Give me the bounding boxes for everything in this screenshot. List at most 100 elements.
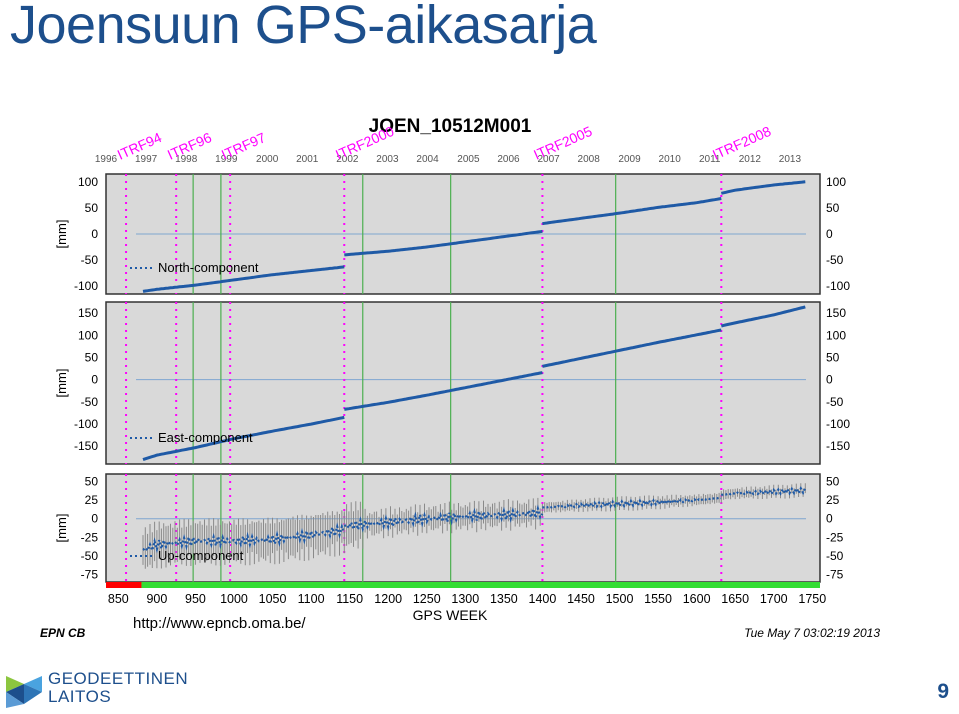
y-tick-label-left: 50: [85, 201, 99, 215]
x-tick-label: 1200: [374, 592, 402, 606]
footer-left: EPN CB: [40, 626, 86, 640]
y-tick-label-left: 100: [78, 328, 98, 342]
y-tick-label-right: -25: [826, 530, 844, 544]
series-up-component: [542, 496, 722, 509]
x-tick-label: 1650: [721, 592, 749, 606]
year-tick-label: 2007: [537, 154, 560, 165]
gps-time-series-chart: JOEN_10512M001 1996 1997 1998 1999 2000 2001 20…: [40, 116, 880, 640]
x-tick-label: 1250: [413, 592, 441, 606]
y-tick-label-right: -50: [826, 549, 844, 563]
y-tick-label-left: -50: [81, 253, 99, 267]
x-tick-label: 1700: [760, 592, 788, 606]
series-up-component: [142, 522, 346, 554]
y-tick-label-right: 0: [826, 373, 833, 387]
year-tick-label: 2009: [618, 154, 641, 165]
x-tick-label: 850: [108, 592, 129, 606]
y-tick-label-right: -100: [826, 417, 850, 431]
x-tick-label: 1300: [451, 592, 479, 606]
y-tick-label-left: -50: [81, 395, 99, 409]
y-tick-label-right: -75: [826, 568, 844, 582]
series-east-component: [142, 415, 345, 462]
y-tick-label-right: -150: [826, 439, 850, 453]
y-tick-label-left: 100: [78, 175, 98, 189]
y-tick-label-left: 150: [78, 306, 98, 320]
y-tick-label-right: 50: [826, 201, 840, 215]
y-tick-label-right: 0: [826, 512, 833, 526]
x-tick-label: 1000: [220, 592, 248, 606]
year-tick-label: 1996: [95, 154, 118, 165]
y-tick-label-left: 0: [91, 227, 98, 241]
series-east-component: [720, 305, 806, 328]
component-label: East-component: [158, 430, 253, 445]
y-tick-label-right: -50: [826, 253, 844, 267]
y-tick-label-left: 0: [91, 373, 98, 387]
slide-title: Joensuun GPS-aikasarja: [10, 0, 597, 55]
y-axis-label: [mm]: [54, 369, 69, 398]
year-tick-label: 2003: [376, 154, 399, 165]
x-tick-label: 1600: [683, 592, 711, 606]
x-tick-label: 1050: [259, 592, 287, 606]
y-tick-label-right: -100: [826, 279, 850, 293]
series-up-component: [343, 504, 544, 534]
source-url: http://www.epncb.oma.be/: [133, 615, 306, 632]
y-tick-label-right: 0: [826, 227, 833, 241]
year-tick-label: 1998: [175, 154, 198, 165]
component-label: Up-component: [158, 548, 244, 563]
series-east-component: [542, 328, 722, 368]
y-axis-label: [mm]: [54, 514, 69, 543]
year-tick-label: 2013: [779, 154, 802, 165]
y-tick-label-right: 50: [826, 474, 840, 488]
y-tick-label-left: -100: [74, 279, 98, 293]
series-east-component: [344, 371, 543, 411]
series-north-component: [720, 180, 806, 195]
year-tick-label: 1997: [135, 154, 158, 165]
y-tick-label-left: -50: [81, 549, 99, 563]
y-tick-label-left: 25: [85, 493, 99, 507]
x-tick-label: 1400: [529, 592, 557, 606]
page-number: 9: [937, 680, 949, 703]
y-tick-label-left: -75: [81, 568, 99, 582]
y-tick-label-left: -100: [74, 417, 98, 431]
x-tick-label: 1500: [606, 592, 634, 606]
y-tick-label-left: 0: [91, 512, 98, 526]
year-tick-label: 2006: [497, 154, 520, 165]
series-north-component: [344, 229, 543, 257]
y-tick-label-left: -150: [74, 439, 98, 453]
panel-background: [105, 301, 821, 465]
year-tick-label: 2004: [416, 154, 439, 165]
component-label: North-component: [158, 260, 259, 275]
year-tick-label: 2002: [336, 154, 359, 165]
x-tick-label: 1100: [298, 592, 325, 606]
x-tick-label: 950: [185, 592, 206, 606]
organization-name: GEODEETTINEN LAITOS: [48, 670, 188, 706]
y-axis-label: [mm]: [54, 220, 69, 249]
y-tick-label-left: 50: [85, 350, 99, 364]
year-tick-label: 1999: [215, 154, 238, 165]
chart-title: JOEN_10512M001: [369, 116, 532, 137]
y-tick-label-right: 25: [826, 493, 840, 507]
y-tick-label-right: 100: [826, 328, 846, 342]
x-tick-label: 1450: [567, 592, 595, 606]
x-axis-label: GPS WEEK: [413, 607, 488, 623]
x-tick-label: 1150: [336, 592, 363, 606]
year-tick-label: 2005: [457, 154, 480, 165]
x-tick-label: 1550: [644, 592, 672, 606]
y-tick-label-right: 100: [826, 175, 846, 189]
footer-right: Tue May 7 03:02:19 2013: [744, 626, 880, 640]
y-tick-label-right: -50: [826, 395, 844, 409]
x-tick-label: 900: [146, 592, 167, 606]
organization-name-line1: GEODEETTINEN: [48, 669, 189, 688]
year-tick-label: 2008: [578, 154, 601, 165]
year-tick-label: 2010: [659, 154, 682, 165]
year-tick-label: 2001: [296, 154, 319, 165]
y-tick-label-right: 150: [826, 306, 846, 320]
x-tick-label: 1350: [490, 592, 518, 606]
year-tick-label: 2012: [739, 154, 762, 165]
quality-bar-red: [106, 582, 142, 588]
year-tick-label: 2000: [256, 154, 279, 165]
year-tick-label: 2011: [699, 154, 721, 165]
y-tick-label-left: -25: [81, 530, 99, 544]
series-north-component: [542, 197, 722, 226]
y-tick-label-right: 50: [826, 350, 840, 364]
organization-name-line2: LAITOS: [48, 687, 112, 706]
